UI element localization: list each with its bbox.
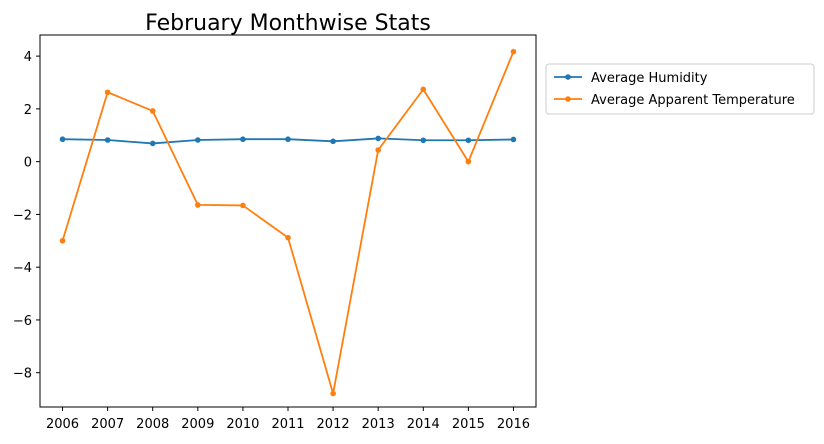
data-point-average-apparent-temperature: [59, 237, 66, 244]
data-point-average-apparent-temperature: [104, 89, 111, 96]
data-point-average-humidity: [375, 135, 381, 142]
x-tick-label: 2007: [91, 417, 124, 432]
chart-title: February Monthwise Stats: [145, 11, 431, 36]
data-point-average-apparent-temperature: [510, 48, 517, 55]
series-layer: [59, 48, 517, 397]
x-tick-label: 2014: [407, 417, 440, 432]
data-point-average-apparent-temperature: [330, 390, 336, 397]
x-tick-label: 2015: [452, 417, 485, 432]
data-point-average-apparent-temperature: [285, 234, 291, 241]
series-average-apparent-temperature: [59, 48, 517, 397]
y-tick-label: 2: [24, 103, 32, 118]
data-point-average-humidity: [285, 136, 291, 143]
x-tick-label: 2011: [271, 417, 304, 432]
data-point-average-humidity: [510, 136, 517, 143]
legend: Average Humidity Average Apparent Tempera…: [545, 63, 815, 115]
data-point-average-apparent-temperature: [149, 108, 156, 114]
y-tick-label: −2: [13, 208, 32, 223]
data-point-average-apparent-temperature: [240, 202, 246, 209]
data-point-average-apparent-temperature: [420, 86, 427, 93]
y-tick-label: −6: [13, 314, 32, 329]
legend-label: Average Humidity: [591, 71, 708, 86]
series-line-average-apparent-temperature: [61, 51, 515, 395]
legend-marker-average-apparent-temperature: [565, 96, 571, 102]
data-point-average-humidity: [149, 140, 156, 147]
data-point-average-humidity: [195, 137, 201, 143]
y-axis: 4 2 0 −2 −4 −6 −8: [13, 50, 40, 382]
y-tick-label: 4: [24, 50, 32, 65]
x-tick-label: 2006: [46, 417, 79, 432]
data-point-average-humidity: [330, 138, 336, 145]
y-tick-label: −8: [13, 367, 32, 382]
x-tick-label: 2010: [226, 417, 259, 432]
data-point-average-apparent-temperature: [465, 158, 472, 165]
x-tick-label: 2012: [317, 417, 350, 432]
data-point-average-humidity: [465, 137, 472, 144]
legend-marker-average-humidity: [565, 74, 571, 80]
y-tick-label: 0: [24, 156, 32, 171]
series-average-humidity: [59, 135, 517, 147]
plot-area-frame: [39, 34, 537, 408]
data-point-average-apparent-temperature: [195, 202, 201, 208]
data-point-average-humidity: [59, 136, 66, 143]
data-point-average-humidity: [420, 137, 427, 144]
data-point-average-humidity: [104, 137, 111, 143]
data-point-average-apparent-temperature: [375, 147, 381, 153]
y-tick-label: −4: [13, 261, 32, 276]
x-tick-label: 2009: [181, 417, 214, 432]
legend-label: Average Apparent Temperature: [591, 93, 795, 108]
x-tick-label: 2013: [362, 417, 395, 432]
x-axis: 2006 2007 2008 2009 2010 2011 2012 2013 2014 2015…: [46, 407, 530, 432]
legend-box: [545, 63, 815, 115]
x-tick-label: 2016: [497, 417, 530, 432]
data-point-average-humidity: [240, 136, 246, 143]
x-tick-label: 2008: [136, 417, 169, 432]
